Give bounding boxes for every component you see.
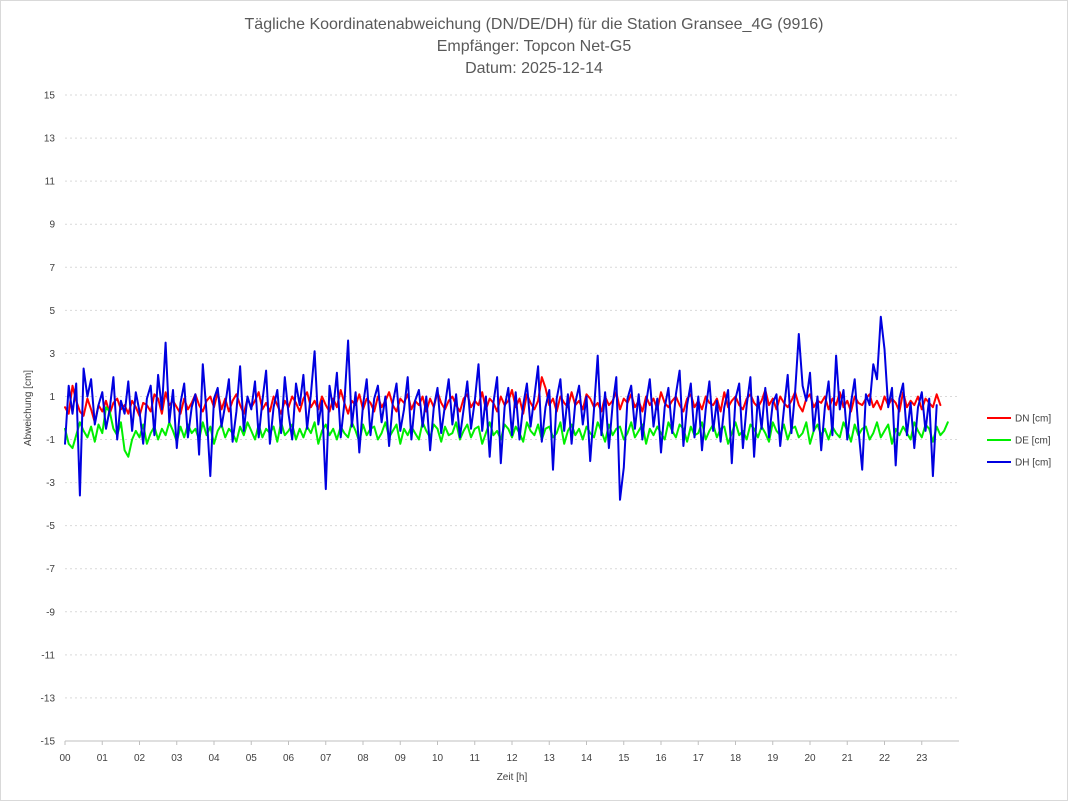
data-series bbox=[64, 315, 949, 501]
x-tick-label: 13 bbox=[544, 753, 556, 764]
y-tick-label: 3 bbox=[49, 349, 55, 360]
x-tick-label: 23 bbox=[916, 753, 928, 764]
x-tick-label: 04 bbox=[208, 753, 220, 764]
x-tick-label: 22 bbox=[879, 753, 891, 764]
y-axis-title: Abweichung [cm] bbox=[23, 370, 34, 446]
x-tick-label: 20 bbox=[804, 753, 816, 764]
y-tick-label: -13 bbox=[41, 693, 56, 704]
y-tick-label: -5 bbox=[46, 521, 55, 532]
x-tick-label: 01 bbox=[97, 753, 109, 764]
y-tick-label: -1 bbox=[46, 435, 55, 446]
x-tick-label: 02 bbox=[134, 753, 146, 764]
y-tick-label: 7 bbox=[49, 263, 55, 274]
y-tick-label: 11 bbox=[45, 177, 56, 188]
x-tick-label: 08 bbox=[357, 753, 369, 764]
x-tick-label: 17 bbox=[693, 753, 705, 764]
y-tick-label: -3 bbox=[46, 478, 55, 489]
y-tick-label: 15 bbox=[44, 91, 56, 102]
x-tick-label: 11 bbox=[470, 753, 481, 764]
y-axis-tick-labels: 15 13 11 9 7 5 3 1 -1 -3 -5 -7 -9 -11 -13 -15 bbox=[41, 91, 56, 748]
y-tick-label: 9 bbox=[49, 220, 55, 231]
legend: DN [cm] DE [cm] DH [cm] bbox=[987, 414, 1051, 469]
x-tick-label: 09 bbox=[395, 753, 407, 764]
legend-label: DE [cm] bbox=[1015, 436, 1051, 447]
x-tick-label: 15 bbox=[618, 753, 630, 764]
y-tick-label: 1 bbox=[49, 392, 55, 403]
y-tick-label: 5 bbox=[49, 306, 55, 317]
x-tick-label: 21 bbox=[842, 753, 854, 764]
x-tick-label: 19 bbox=[767, 753, 779, 764]
x-tick-label: 10 bbox=[432, 753, 444, 764]
chart-title: Tägliche Koordinatenabweichung (DN/DE/DH… bbox=[245, 16, 824, 77]
x-tick-label: 03 bbox=[171, 753, 183, 764]
x-tick-label: 12 bbox=[506, 753, 518, 764]
x-tick-label: 14 bbox=[581, 753, 593, 764]
y-tick-label: 13 bbox=[44, 134, 56, 145]
chart-title-line-3: Datum: 2025-12-14 bbox=[465, 60, 603, 77]
y-tick-label: -15 bbox=[41, 737, 56, 748]
x-axis-tick-labels: 00 01 02 03 04 05 06 07 08 09 10 11 12 13 14 15 16 17 18 19… bbox=[59, 741, 928, 764]
legend-label: DN [cm] bbox=[1015, 414, 1051, 425]
x-tick-label: 07 bbox=[320, 753, 332, 764]
x-tick-label: 05 bbox=[246, 753, 258, 764]
chart-title-line-2: Empfänger: Topcon Net-G5 bbox=[437, 38, 632, 55]
series-line-dh bbox=[64, 315, 938, 501]
y-tick-label: -9 bbox=[46, 607, 55, 618]
x-axis-title: Zeit [h] bbox=[497, 772, 528, 783]
x-tick-label: 00 bbox=[59, 753, 71, 764]
y-tick-label: -7 bbox=[46, 564, 55, 575]
y-tick-label: -11 bbox=[41, 650, 55, 661]
x-tick-label: 06 bbox=[283, 753, 295, 764]
chart-title-line-1: Tägliche Koordinatenabweichung (DN/DE/DH… bbox=[245, 16, 824, 33]
legend-label: DH [cm] bbox=[1015, 458, 1051, 469]
x-tick-label: 18 bbox=[730, 753, 742, 764]
x-tick-label: 16 bbox=[655, 753, 667, 764]
